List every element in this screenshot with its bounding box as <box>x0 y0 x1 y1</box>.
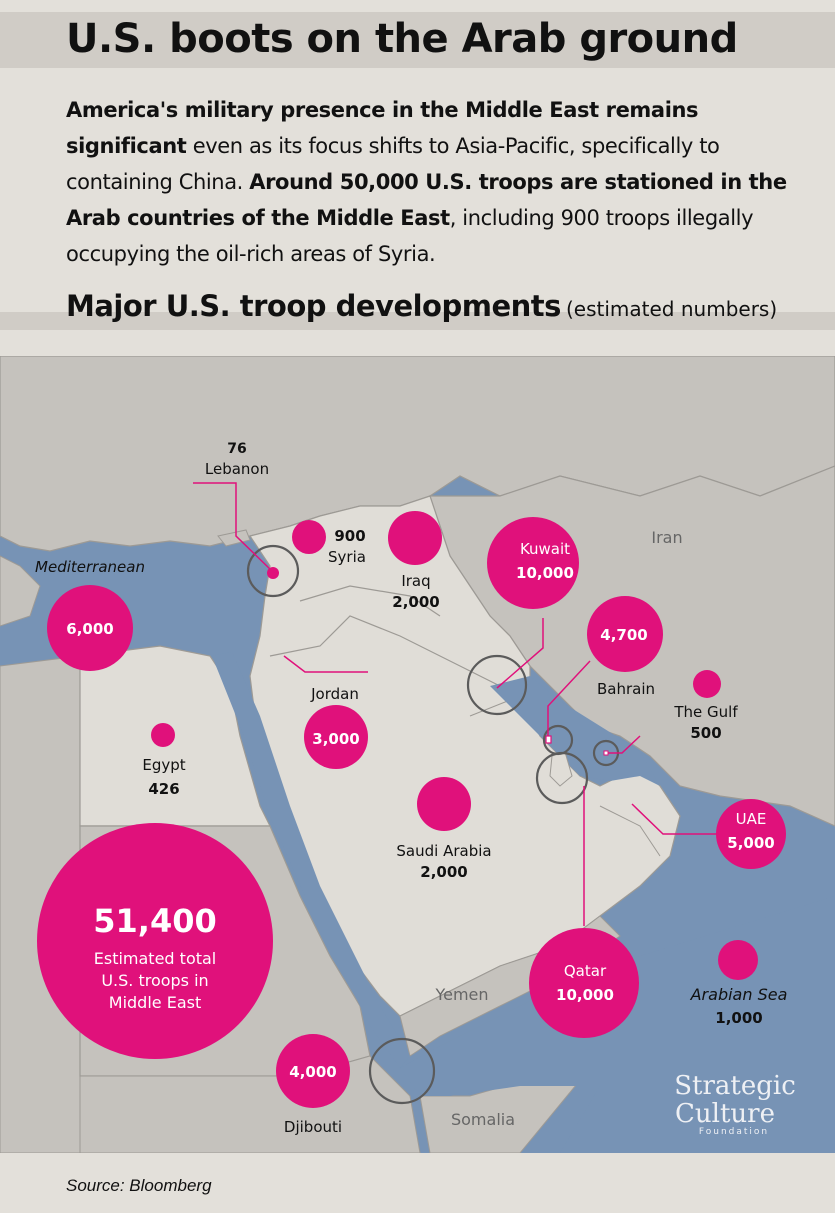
djibouti-name: Djibouti <box>284 1118 342 1136</box>
ring-djibouti <box>368 1037 436 1105</box>
total-line-2: U.S. troops in <box>101 971 208 990</box>
line-uae <box>631 803 718 835</box>
bubble-jordan <box>304 705 368 769</box>
page-title: U.S. boots on the Arab ground <box>66 16 738 62</box>
egypt-name: Egypt <box>142 756 185 774</box>
bubble-mediterranean <box>47 585 133 671</box>
jordan-name: Jordan <box>310 685 359 703</box>
gulf-marker <box>603 750 609 756</box>
kuwait-name: Kuwait <box>520 540 570 558</box>
intro-paragraph: America's military presence in the Middl… <box>66 92 811 272</box>
intro-bold-1: America's military presence in the Middl… <box>66 98 699 158</box>
saudi-troops: 2,000 <box>420 863 467 881</box>
title-stripe <box>0 12 835 68</box>
label-yemen: Yemen <box>434 985 488 1004</box>
line-kuwait <box>496 618 544 689</box>
bahrain-troops: 4,700 <box>600 626 647 644</box>
subtitle-stripe <box>0 312 835 330</box>
bubble-syria <box>292 520 326 554</box>
strategic-culture-logo: Strategic Culture Foundation <box>674 1071 796 1137</box>
bubble-uae <box>716 799 786 869</box>
lebanon-troops: 76 <box>227 441 246 457</box>
intro-text-1: even as its focus shifts to Asia-Pacific… <box>66 134 720 194</box>
logo-line-3: Foundation <box>699 1127 769 1137</box>
label-somalia: Somalia <box>451 1110 515 1129</box>
egypt-troops: 426 <box>148 780 179 798</box>
map: Mediterranean Arabian Sea Iran Yemen Som… <box>0 356 835 1153</box>
land-libya <box>0 655 81 1153</box>
jordan-troops: 3,000 <box>312 730 359 748</box>
gulf-name: The Gulf <box>673 703 738 721</box>
bubble-arabian-sea <box>718 940 758 980</box>
logo-line-2: Culture <box>675 1099 775 1129</box>
line-jordan <box>283 655 368 673</box>
iraq-troops: 2,000 <box>392 593 439 611</box>
total-line-1: Estimated total <box>94 949 217 968</box>
gulf-troops: 500 <box>690 724 721 742</box>
ring-lebanon <box>246 544 300 598</box>
map-svg: Mediterranean Arabian Sea Iran Yemen Som… <box>0 356 835 1153</box>
uae-troops: 5,000 <box>727 834 774 852</box>
lebanon-name: Lebanon <box>205 460 269 478</box>
border-syria-iraq <box>299 585 441 617</box>
bahrain-marker <box>545 735 552 744</box>
total-line-3: Middle East <box>109 993 201 1012</box>
line-gulf <box>606 735 641 754</box>
intro-bold-2: Around 50,000 U.S. troops are stationed … <box>66 170 787 230</box>
bubble-total <box>37 823 273 1059</box>
label-iran: Iran <box>651 528 682 547</box>
saudi-name: Saudi Arabia <box>396 842 491 860</box>
sea-red-sea <box>212 652 410 1068</box>
bubble-iraq <box>388 511 442 565</box>
section-subtitle: Major U.S. troop developments (estimated… <box>66 289 777 323</box>
bubble-kuwait <box>487 517 579 609</box>
border-uae-oman <box>599 805 661 857</box>
leader-lines <box>193 482 718 926</box>
troop-bubbles <box>37 511 786 1108</box>
subtitle-note: (estimated numbers) <box>566 297 778 321</box>
highlight-rings <box>246 544 620 1105</box>
line-bahrain <box>547 660 591 740</box>
bubble-saudi <box>417 777 471 831</box>
bubble-djibouti <box>276 1034 350 1108</box>
border-jordan-iraq-saudi <box>269 615 521 697</box>
bubble-qatar <box>529 928 639 1038</box>
label-arabian-sea: Arabian Sea <box>690 985 788 1004</box>
syria-name: Syria <box>328 548 366 566</box>
intro-text-2: , including 900 troops illegally occupyi… <box>66 206 754 266</box>
total-value: 51,400 <box>93 902 216 940</box>
country-labels: 76 Lebanon 900 Syria Iraq 2,000 Kuwait 1… <box>66 441 774 1136</box>
iraq-name: Iraq <box>401 572 430 590</box>
kuwait-troops: 10,000 <box>516 564 574 582</box>
uae-name: UAE <box>736 810 767 828</box>
djibouti-troops: 4,000 <box>289 1063 336 1081</box>
line-lebanon <box>193 482 273 572</box>
ring-kuwait <box>466 654 528 716</box>
logo-line-1: Strategic <box>674 1071 796 1101</box>
bubble-lebanon <box>267 567 279 579</box>
source-note: Source: Bloomberg <box>66 1176 212 1195</box>
bahrain-name: Bahrain <box>597 680 655 698</box>
land-greece <box>0 555 41 627</box>
label-mediterranean: Mediterranean <box>35 558 145 576</box>
qatar-troops: 10,000 <box>556 986 614 1004</box>
subtitle-main: Major U.S. troop developments <box>66 289 561 323</box>
bubble-bahrain <box>587 596 663 672</box>
bubble-gulf <box>693 670 721 698</box>
arabian-sea-troops: 1,000 <box>715 1009 762 1027</box>
mediterranean-troops: 6,000 <box>66 620 113 638</box>
syria-troops: 900 <box>334 527 365 545</box>
qatar-name: Qatar <box>564 962 607 980</box>
bubble-egypt <box>151 723 175 747</box>
ring-qatar <box>535 751 589 805</box>
